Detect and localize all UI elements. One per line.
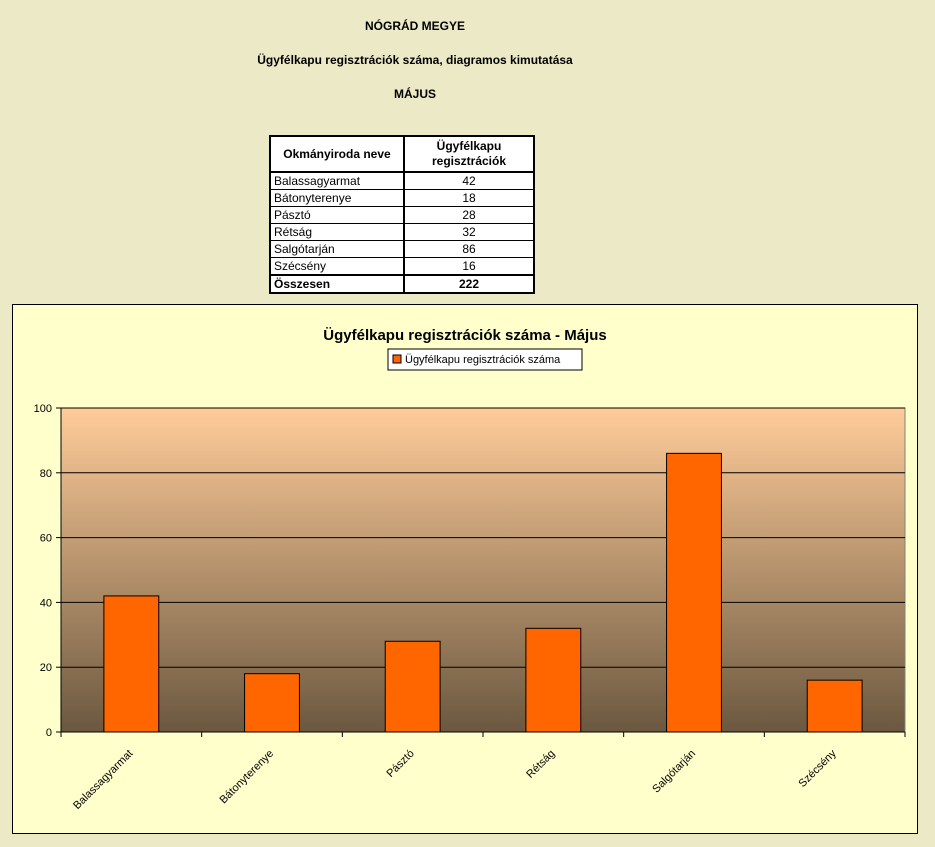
bar [103,595,160,733]
y-tick-label: 100 [34,403,52,415]
office-name: Salgótarján [269,240,405,258]
legend-label: Ügyfélkapu regisztrációk száma [405,354,561,366]
legend-swatch [392,354,402,364]
legend: Ügyfélkapu regisztrációk száma [387,348,583,371]
y-tick-label: 20 [40,662,52,674]
table-row: Szécsény 16 [269,257,535,276]
table-row: Salgótarján 86 [269,240,535,258]
office-name: Balassagyarmat [269,171,405,190]
x-tick-label: Salgótarján [650,748,698,796]
plot-area [60,407,906,733]
bar [244,673,300,733]
report-subtitle: Ügyfélkapu regisztrációk száma, diagramo… [257,53,573,67]
chart-area: Ügyfélkapu regisztrációk száma - Május Ü… [12,304,918,834]
col-header-registrations: Ügyfélkapu regisztrációk [403,135,535,173]
registration-count: 28 [403,206,535,224]
x-tick-label: Rétság [524,748,557,781]
registration-count: 32 [403,223,535,241]
y-tick-label: 80 [40,468,52,480]
registration-count: 42 [403,171,535,190]
bar [525,627,582,733]
total-row: Összesen 222 [269,274,535,294]
registration-count: 16 [403,257,535,276]
y-tick-label: 0 [46,727,52,739]
month-title: MÁJUS [393,87,436,101]
table-row: Balassagyarmat 42 [269,171,535,190]
registration-count: 18 [403,189,535,207]
office-name: Szécsény [269,257,405,276]
summary-table: Okmányiroda neve Ügyfélkapu regisztráció… [269,135,535,294]
chart-title: Ügyfélkapu regisztrációk száma - Május [323,327,606,344]
county-title: NÓGRÁD MEGYE [364,19,465,33]
office-name: Rétság [269,223,405,241]
office-name: Pásztó [269,206,405,224]
x-tick-label: Szécsény [797,747,840,790]
table-header-row: Okmányiroda neve Ügyfélkapu regisztráció… [269,135,535,173]
bar-chart: Ügyfélkapu regisztrációk száma - Május Ü… [34,327,906,812]
bar [666,452,722,733]
bar [384,640,441,733]
total-value: 222 [403,274,535,294]
col-header-office: Okmányiroda neve [269,135,405,173]
table-row: Pásztó 28 [269,206,535,224]
x-tick-label: Balassagyarmat [71,748,135,812]
x-tick-label: Bátonyterenye [217,748,276,807]
registration-count: 86 [403,240,535,258]
y-tick-label: 60 [40,533,52,545]
table-row: Bátonyterenye 18 [269,189,535,207]
total-label: Összesen [269,274,405,294]
x-tick-label: Pásztó [385,748,417,780]
office-name: Bátonyterenye [269,189,405,207]
legend-box [387,348,583,371]
y-tick-label: 40 [40,597,52,609]
bar [806,679,863,733]
table-row: Rétság 32 [269,223,535,241]
